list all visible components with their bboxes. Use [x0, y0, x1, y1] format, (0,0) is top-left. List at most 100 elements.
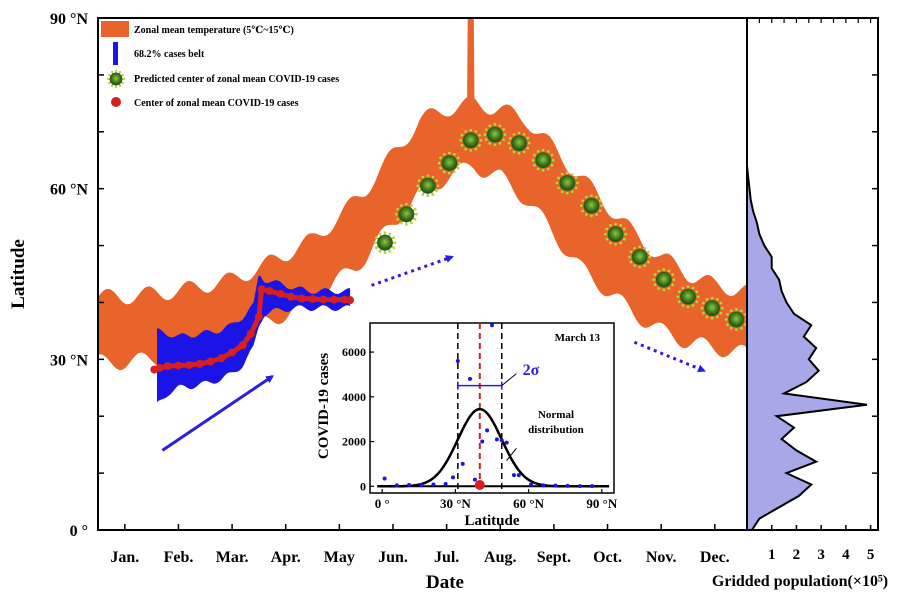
virus-body: [441, 155, 458, 171]
inset-y-axis: 0 2000 4000 6000: [342, 345, 374, 493]
virus-spike-tip: [657, 287, 661, 290]
virus-spike-tip: [729, 309, 733, 313]
inset-data-point: [511, 473, 516, 478]
virus-spike-tip: [413, 217, 417, 221]
virus-spike-tip: [426, 174, 430, 178]
virus-spike-tip: [555, 181, 559, 185]
observed-center-point: [308, 295, 317, 304]
observed-center-line: [153, 286, 351, 372]
virus-spike-tip: [647, 250, 650, 254]
inset-content: [377, 323, 610, 493]
virus-spike-tip: [671, 283, 674, 287]
virus-spike-tip: [546, 150, 550, 153]
predicted-center-point: [700, 296, 724, 320]
legend-swatch-observed: [111, 97, 121, 107]
virus-spike-tip: [533, 153, 536, 157]
virus-spike-tip: [392, 246, 396, 250]
trend-arrows: [161, 255, 706, 452]
observed-center-point: [174, 361, 183, 370]
observed-center-point: [163, 362, 172, 371]
virus-spike-tip: [439, 156, 442, 160]
virus-spike-tip: [442, 152, 446, 156]
virus-spike-tip: [421, 193, 425, 196]
virus-spike-tip: [502, 128, 506, 131]
virus-spike-tip: [394, 212, 398, 216]
virus-spike-tip: [478, 133, 481, 137]
month-tick-label: Apr.: [271, 549, 301, 566]
y-axis-title: Latitude: [8, 239, 29, 309]
virus-spike-tip: [672, 278, 676, 282]
observed-center-point: [330, 295, 338, 304]
virus-spike-tip: [695, 290, 699, 294]
observed-center-point: [265, 287, 274, 296]
observed-center-point: [155, 363, 164, 372]
virus-body: [487, 126, 503, 143]
virus-spike-tip: [720, 306, 724, 310]
inset-y-axis-title: COVID-19 cases: [316, 353, 332, 459]
month-tick-label: Nov.: [646, 549, 677, 566]
virus-spike-tip: [605, 227, 609, 231]
virus-spike-tip: [405, 202, 408, 206]
virus-spike-tip: [715, 315, 719, 319]
virus-spike-tip: [517, 131, 521, 135]
virus-spike-tip: [619, 224, 623, 227]
virus-spike-tip: [604, 232, 607, 236]
virus-spike-tip: [724, 318, 728, 321]
virus-spike-tip: [460, 133, 464, 137]
inset-data-point: [472, 477, 477, 482]
predicted-center-point: [507, 131, 531, 155]
virus-body: [535, 152, 552, 169]
virus-spike-tip: [536, 167, 540, 171]
observed-center-point: [319, 295, 328, 304]
virus-spike-tip: [571, 190, 574, 194]
inset-x-axis: 0 ° 30 °N 60 °N 90 °N: [375, 489, 618, 511]
virus-spike-tip: [474, 147, 478, 151]
virus-spike-tip: [393, 241, 397, 245]
virus-spike-tip: [565, 191, 569, 195]
virus-spike-tip: [437, 161, 441, 165]
virus-spike-tip: [734, 328, 738, 331]
virus-spike-tip: [508, 146, 512, 150]
virus-spike-tip: [114, 86, 118, 89]
legend-label-temperature: Zonal mean temperature (5℃~15℃): [134, 25, 294, 36]
sigma-annotation: 2σ: [523, 362, 540, 379]
virus-spike-tip: [653, 273, 657, 276]
temperature-band-spike: [466, 18, 475, 144]
virus-spike-tip: [743, 313, 747, 316]
virus-spike-tip: [118, 70, 122, 74]
virus-spike-tip: [453, 152, 456, 156]
virus-spike-tip: [498, 142, 502, 145]
month-axis: Jan. Feb. Mar. Apr. May Jun. Jul. Aug. Sept. Oct.…: [110, 524, 730, 566]
inset-y-tick-label: 2000: [342, 435, 366, 449]
virus-spike-tip: [488, 142, 492, 145]
virus-spike-tip: [600, 204, 603, 208]
virus-body: [419, 177, 436, 194]
virus-spike-tip: [123, 77, 126, 81]
virus-spike-tip: [695, 300, 699, 304]
virus-spike-tip: [619, 241, 623, 245]
population-right-ticks: [872, 17, 878, 531]
virus-spike-tip: [715, 298, 719, 301]
inset-y-tick-label: 4000: [342, 390, 366, 404]
virus-spike-tip: [508, 136, 512, 140]
virus-spike-tip: [629, 260, 633, 264]
month-tick-label: Mar.: [216, 549, 249, 566]
observed-center-point: [297, 294, 306, 303]
virus-spike-tip: [415, 212, 418, 216]
virus-spike-tip: [114, 69, 118, 72]
virus-spike-tip: [526, 136, 530, 140]
inset-data-point: [529, 482, 534, 487]
virus-spike-tip: [662, 268, 666, 271]
virus-body: [398, 206, 415, 223]
virus-spike-tip: [541, 148, 545, 152]
virus-spike-tip: [560, 172, 564, 176]
observed-center-point: [195, 359, 204, 368]
virus-spike-tip: [483, 133, 487, 136]
virus-spike-tip: [426, 194, 430, 198]
virus-body: [631, 249, 648, 265]
virus-spike-tip: [719, 311, 723, 315]
virus-spike-tip: [726, 313, 729, 316]
virus-spike-tip: [399, 204, 403, 207]
virus-spike-tip: [383, 231, 387, 234]
virus-spike-tip: [396, 217, 399, 221]
